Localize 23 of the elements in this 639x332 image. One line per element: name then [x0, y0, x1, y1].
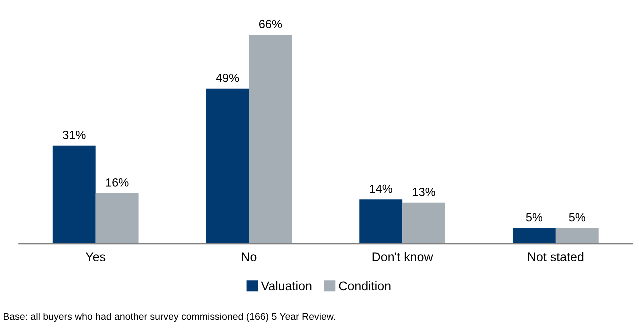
legend-label: Condition — [339, 281, 391, 291]
bar — [206, 88, 250, 244]
data-label: 66% — [259, 20, 282, 28]
bar — [96, 193, 139, 244]
x-tick-label: Don't know — [372, 252, 434, 262]
data-label: 14% — [370, 184, 392, 194]
data-label: 49% — [216, 74, 240, 82]
data-label: 16% — [106, 178, 129, 187]
bar — [402, 202, 446, 244]
data-label: 31% — [63, 130, 86, 140]
x-tick-label: No — [242, 252, 257, 262]
bar — [360, 200, 403, 244]
data-label: 5% — [569, 213, 586, 222]
text: Base: all buyers who had another survey commissioned (166) 5 Year Review. — [4, 312, 336, 322]
bar — [556, 228, 599, 244]
x-tick-label: Not stated — [528, 252, 584, 262]
data-label: 5% — [526, 213, 543, 222]
bar — [52, 146, 96, 244]
x-tick-label: Yes — [86, 252, 106, 262]
data-label: 13% — [413, 188, 436, 196]
bar — [512, 228, 556, 244]
bar — [249, 34, 292, 244]
legend-label: Valuation — [261, 281, 312, 291]
